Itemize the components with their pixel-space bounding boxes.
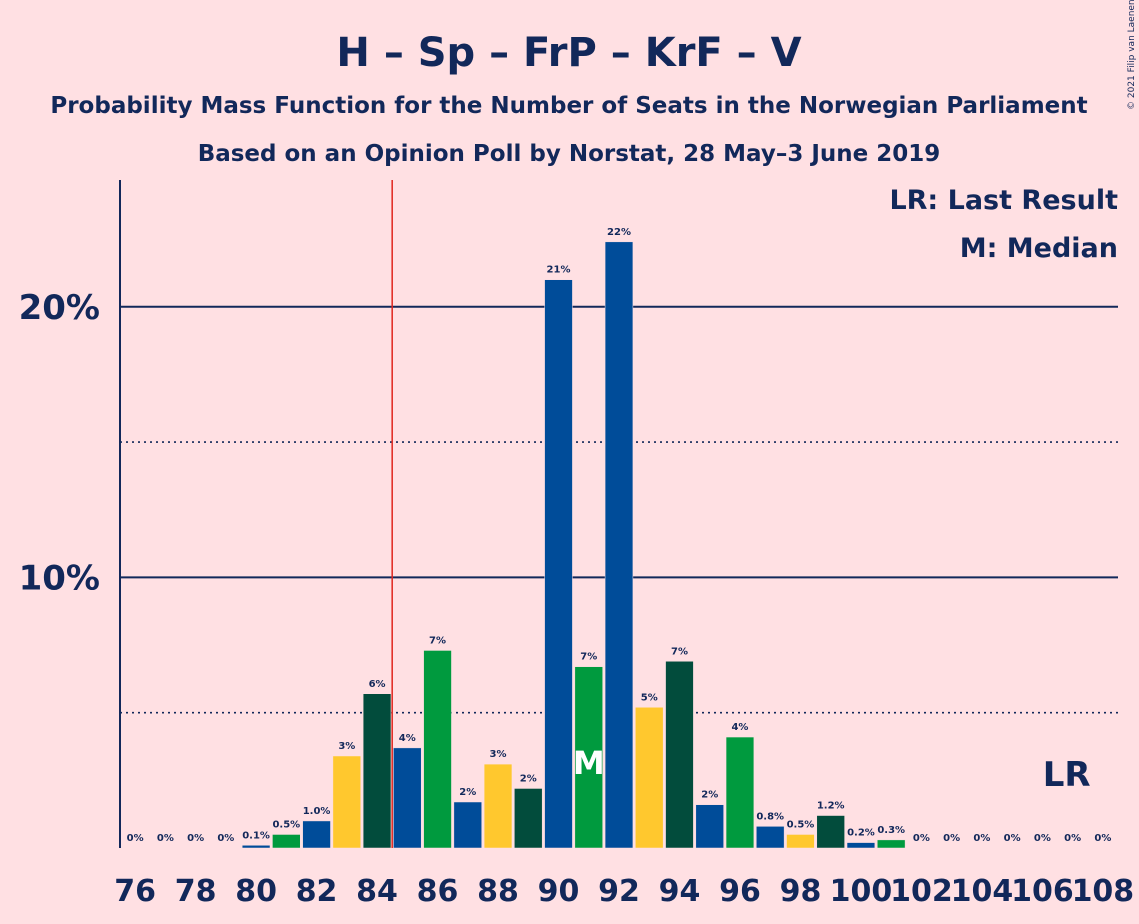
bar-value-label: 5% bbox=[641, 692, 658, 703]
bar-value-label: 0% bbox=[157, 833, 174, 844]
x-tick-label: 80 bbox=[235, 874, 277, 909]
bar-value-label: 2% bbox=[520, 773, 537, 784]
x-tick-label: 76 bbox=[114, 874, 156, 909]
x-tick-label: 108 bbox=[1072, 874, 1135, 909]
bar bbox=[816, 815, 845, 849]
median-marker: M bbox=[573, 744, 605, 782]
x-tick-label: 104 bbox=[951, 874, 1014, 909]
x-tick-label: 88 bbox=[477, 874, 519, 909]
x-tick-label: 96 bbox=[719, 874, 761, 909]
bar bbox=[695, 804, 724, 849]
bar-value-label: 0.1% bbox=[242, 830, 270, 841]
bar-value-label: 22% bbox=[607, 227, 631, 238]
bar-value-label: 2% bbox=[701, 790, 718, 801]
bar-value-label: 0% bbox=[127, 833, 144, 844]
x-tick-label: 86 bbox=[417, 874, 459, 909]
y-tick-label: 20% bbox=[19, 288, 100, 328]
bar-value-label: 4% bbox=[399, 733, 416, 744]
bar bbox=[574, 666, 603, 849]
copyright-note: © 2021 Filip van Laenen bbox=[1127, 0, 1137, 110]
bar bbox=[362, 693, 392, 849]
chart-subtitle: Probability Mass Function for the Number… bbox=[50, 93, 1087, 119]
x-tick-label: 82 bbox=[296, 874, 338, 909]
bar bbox=[302, 820, 331, 849]
bar-value-label: 1.0% bbox=[303, 806, 331, 817]
bar-value-label: 0% bbox=[1094, 833, 1111, 844]
bar bbox=[725, 736, 755, 849]
x-tick-label: 92 bbox=[598, 874, 640, 909]
bar bbox=[514, 788, 543, 849]
bar-value-label: 0.5% bbox=[272, 819, 300, 830]
x-tick-label: 98 bbox=[780, 874, 822, 909]
bar-value-label: 21% bbox=[547, 265, 571, 276]
bar bbox=[846, 842, 876, 849]
bar-value-label: 7% bbox=[429, 635, 446, 646]
bar-value-label: 0.2% bbox=[847, 828, 875, 839]
bar bbox=[332, 755, 361, 849]
x-tick-label: 84 bbox=[356, 874, 398, 909]
bar-value-label: 6% bbox=[369, 679, 386, 690]
bar bbox=[453, 801, 482, 849]
bar-value-label: 7% bbox=[671, 646, 688, 657]
bar-value-label: 2% bbox=[459, 787, 476, 798]
bar bbox=[756, 826, 785, 849]
last-result-marker: LR bbox=[1043, 755, 1091, 795]
bar-value-label: 7% bbox=[580, 652, 597, 663]
bar bbox=[604, 241, 634, 849]
legend-median: M: Median bbox=[960, 233, 1118, 264]
bar-value-label: 0% bbox=[1004, 833, 1021, 844]
bar-value-label: 0% bbox=[913, 833, 930, 844]
bar-value-label: 0% bbox=[187, 833, 204, 844]
bar-value-label: 3% bbox=[338, 741, 355, 752]
bar-value-label: 0% bbox=[217, 833, 234, 844]
y-tick-label: 10% bbox=[19, 558, 100, 598]
bar bbox=[877, 839, 906, 849]
chart-subtitle-source: Based on an Opinion Poll by Norstat, 28 … bbox=[198, 141, 941, 167]
bar-value-label: 0% bbox=[1064, 833, 1081, 844]
bar bbox=[272, 834, 301, 849]
bars bbox=[241, 241, 906, 849]
x-tick-label: 100 bbox=[830, 874, 893, 909]
bar bbox=[786, 834, 815, 849]
x-tick-label: 106 bbox=[1011, 874, 1074, 909]
bar bbox=[483, 763, 513, 849]
bar-value-label: 0% bbox=[973, 833, 990, 844]
bar-value-labels: 0% 0% 0% 0% 0.1%0.5%1.0%3%6%4%7%2%3%2%21%7%2… bbox=[127, 227, 1112, 844]
bar-value-label: 0.3% bbox=[877, 825, 905, 836]
x-tick-label: 90 bbox=[538, 874, 580, 909]
bar-value-label: 0.8% bbox=[756, 811, 784, 822]
bar bbox=[393, 747, 422, 849]
bar-value-label: 3% bbox=[490, 749, 507, 760]
bar bbox=[544, 279, 573, 849]
bar-value-label: 0% bbox=[1034, 833, 1051, 844]
x-tick-label: 102 bbox=[890, 874, 953, 909]
bar bbox=[665, 661, 694, 849]
bar bbox=[241, 845, 271, 849]
legend-last-result: LR: Last Result bbox=[889, 185, 1118, 216]
bar-value-label: 1.2% bbox=[817, 801, 845, 812]
x-tick-label: 78 bbox=[175, 874, 217, 909]
y-axis-labels: 10% 20% bbox=[19, 288, 100, 599]
x-tick-label: 94 bbox=[659, 874, 701, 909]
bar-value-label: 0% bbox=[943, 833, 960, 844]
bar-value-label: 4% bbox=[731, 722, 748, 733]
chart-title: H – Sp – FrP – KrF – V bbox=[336, 30, 801, 76]
bar bbox=[635, 707, 664, 849]
bar-value-label: 0.5% bbox=[787, 819, 815, 830]
bar bbox=[423, 650, 452, 849]
